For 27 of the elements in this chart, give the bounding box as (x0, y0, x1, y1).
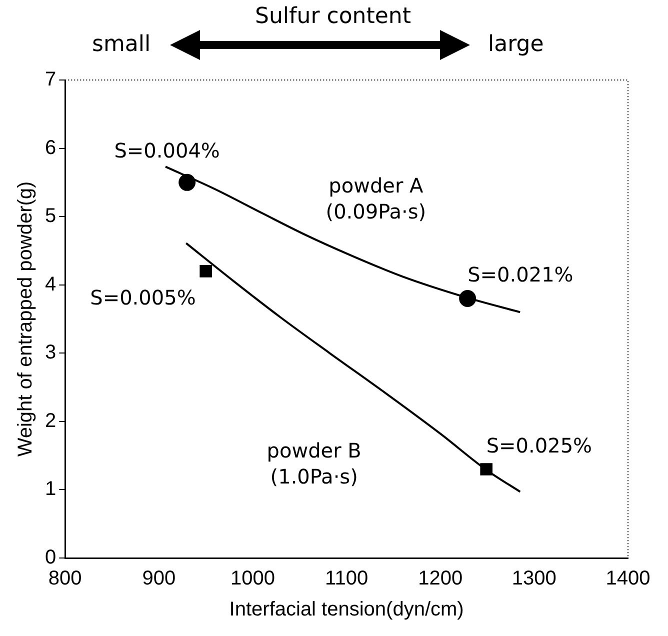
x-tick-label: 1000 (230, 568, 275, 590)
y-tick-label: 7 (45, 68, 56, 91)
x-axis-title: Interfacial tension(dyn/cm) (229, 598, 464, 621)
y-tick-label: 1 (45, 478, 56, 500)
y-tick-label: 4 (45, 273, 56, 296)
text: small (92, 32, 151, 57)
y-tick-label: 3 (45, 342, 56, 364)
x-tick-label: 900 (142, 568, 176, 590)
x-tick-label: 1400 (606, 568, 650, 590)
text: large (488, 32, 544, 57)
x-tick-label: 1100 (325, 568, 368, 590)
text: powder B (1.0Pa·s) (266, 438, 362, 488)
x-tick-label: 1300 (512, 568, 556, 590)
text: Sulfur content (255, 4, 411, 29)
x-tick-label: 800 (48, 568, 82, 590)
y-axis-title: Weight of entrapped powder(g) (14, 181, 37, 457)
x-tick-label: 1200 (418, 568, 463, 590)
annotation: S=0.005% (90, 285, 196, 310)
point (200, 265, 212, 278)
y-tick-label: 2 (45, 410, 56, 432)
series-label: powder A (0.09Pa·s) (326, 174, 426, 224)
annotation: S=0.021% (468, 262, 574, 287)
annotation: S=0.025% (486, 433, 592, 458)
annotation: S=0.004% (114, 138, 220, 163)
y-tick-label: 5 (45, 205, 56, 228)
y-tick-label: 0 (45, 546, 56, 569)
y-tick-label: 6 (45, 136, 56, 159)
